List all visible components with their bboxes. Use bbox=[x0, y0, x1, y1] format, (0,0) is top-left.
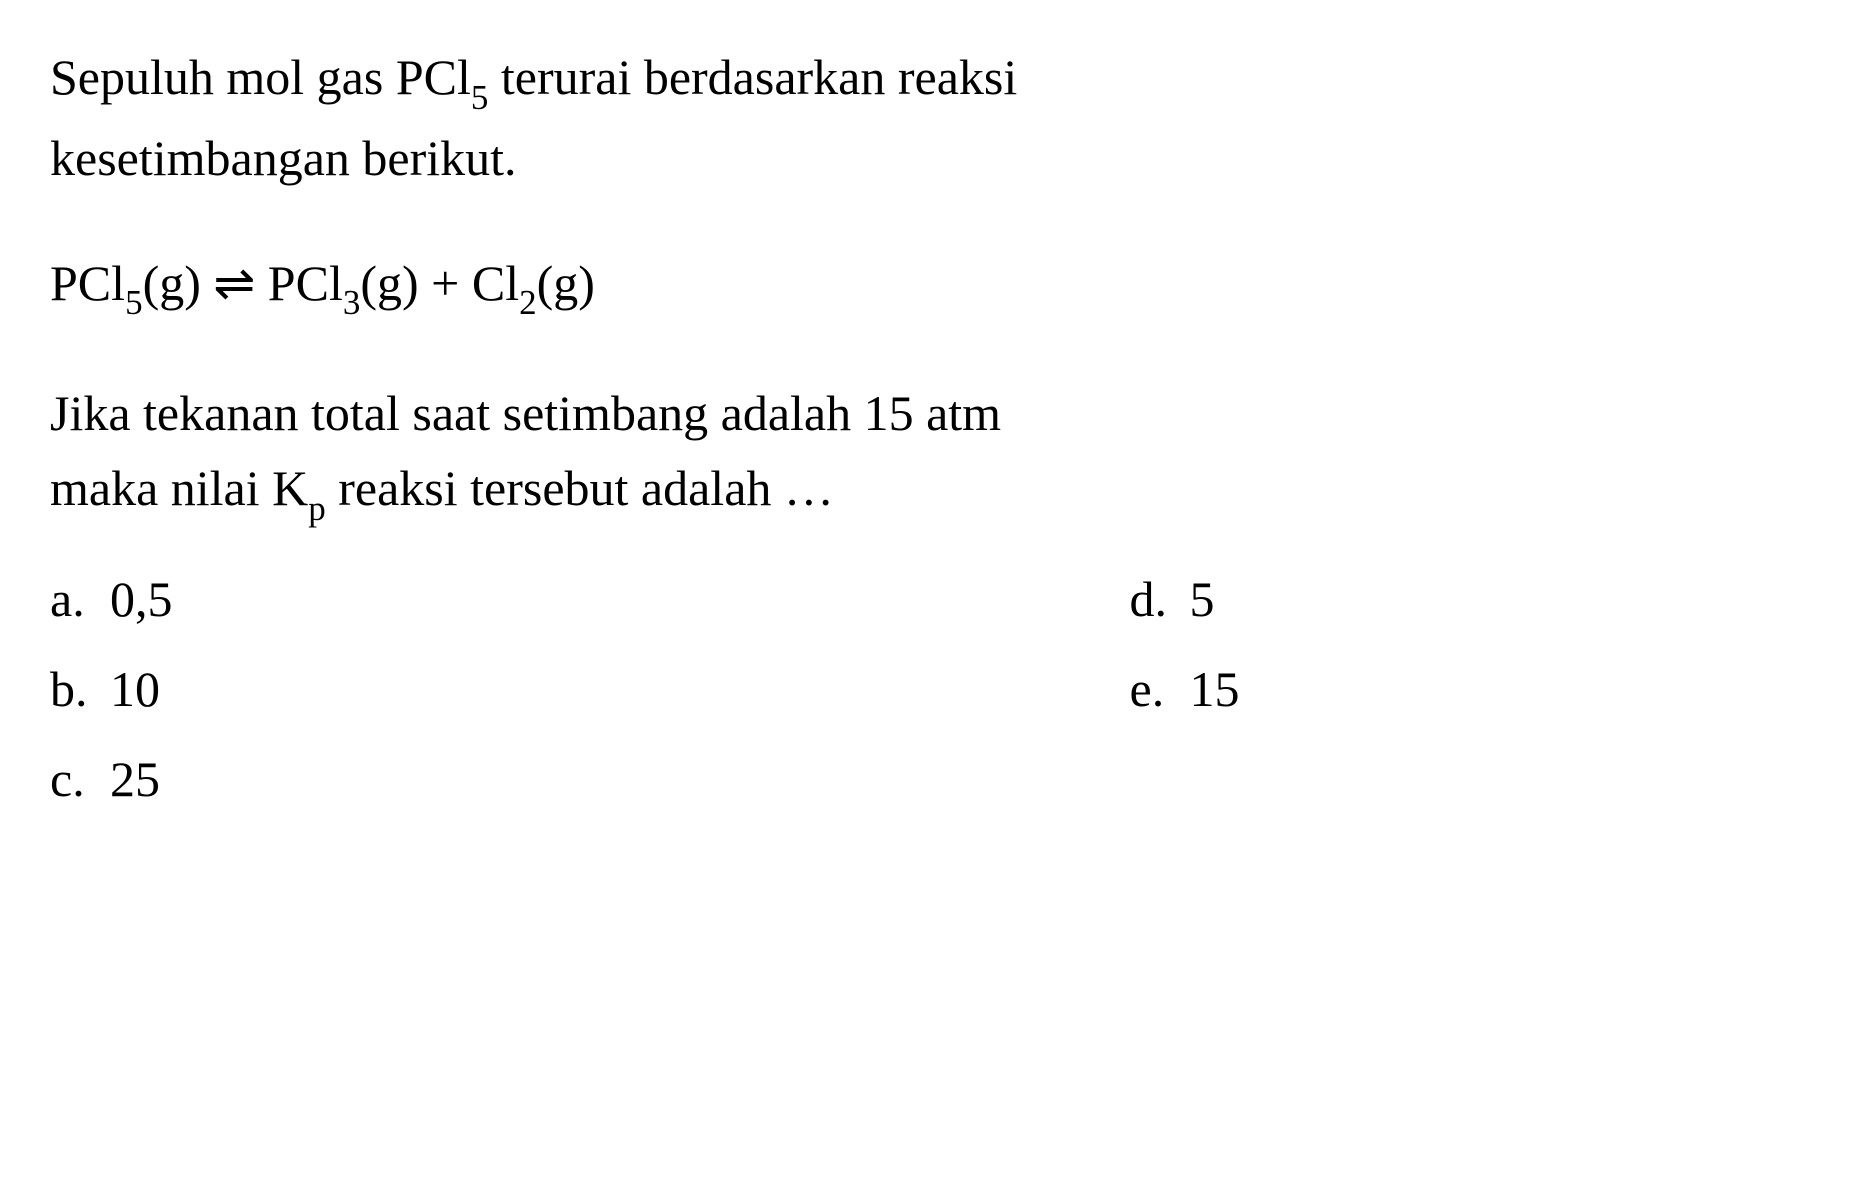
option-a: a.0,5 bbox=[50, 562, 730, 637]
eq-rhs1-state: (g) bbox=[360, 255, 418, 311]
option-d: d.5 bbox=[1130, 562, 1810, 637]
intro-text-1-cont: terurai berdasarkan reaksi bbox=[488, 49, 1017, 105]
question-end: Jika tekanan total saat setimbang adalah… bbox=[50, 376, 1809, 532]
option-a-value: 0,5 bbox=[110, 571, 173, 627]
option-c-value: 25 bbox=[110, 751, 160, 807]
option-b-value: 10 bbox=[110, 661, 160, 717]
end-text-2-part2: reaksi tersebut adalah … bbox=[326, 460, 834, 516]
question-intro: Sepuluh mol gas PCl5 terurai berdasarkan… bbox=[50, 40, 1809, 196]
option-e-value: 15 bbox=[1190, 661, 1240, 717]
eq-rhs2: Cl bbox=[472, 255, 519, 311]
option-b: b.10 bbox=[50, 652, 730, 727]
option-e: e.15 bbox=[1130, 652, 1810, 727]
intro-text-1: Sepuluh mol gas PCl bbox=[50, 49, 471, 105]
eq-lhs-state: (g) bbox=[143, 255, 201, 311]
eq-plus: + bbox=[419, 255, 472, 311]
option-a-label: a. bbox=[50, 562, 110, 637]
eq-rhs1-sub: 3 bbox=[343, 283, 361, 322]
option-d-label: d. bbox=[1130, 562, 1190, 637]
option-b-label: b. bbox=[50, 652, 110, 727]
option-d-value: 5 bbox=[1190, 571, 1215, 627]
options-container: a.0,5 d.5 b.10 e.15 c.25 bbox=[50, 562, 1809, 817]
end-text-2-sub: p bbox=[308, 489, 326, 528]
eq-lhs-sub: 5 bbox=[125, 283, 143, 322]
eq-rhs1: PCl bbox=[268, 255, 343, 311]
end-text-1: Jika tekanan total saat setimbang adalah… bbox=[50, 385, 1001, 441]
chemical-equation: PCl5(g) ⇌ PCl3(g) + Cl2(g) bbox=[50, 246, 1809, 327]
eq-rhs2-state: (g) bbox=[537, 255, 595, 311]
eq-lhs: PCl bbox=[50, 255, 125, 311]
equilibrium-arrow-icon: ⇌ bbox=[213, 246, 255, 321]
intro-sub-1: 5 bbox=[471, 78, 489, 117]
option-c: c.25 bbox=[50, 742, 730, 817]
option-e-label: e. bbox=[1130, 652, 1190, 727]
eq-rhs2-sub: 2 bbox=[519, 283, 537, 322]
option-c-label: c. bbox=[50, 742, 110, 817]
end-text-2-part1: maka nilai K bbox=[50, 460, 308, 516]
intro-text-2: kesetimbangan berikut. bbox=[50, 130, 517, 186]
